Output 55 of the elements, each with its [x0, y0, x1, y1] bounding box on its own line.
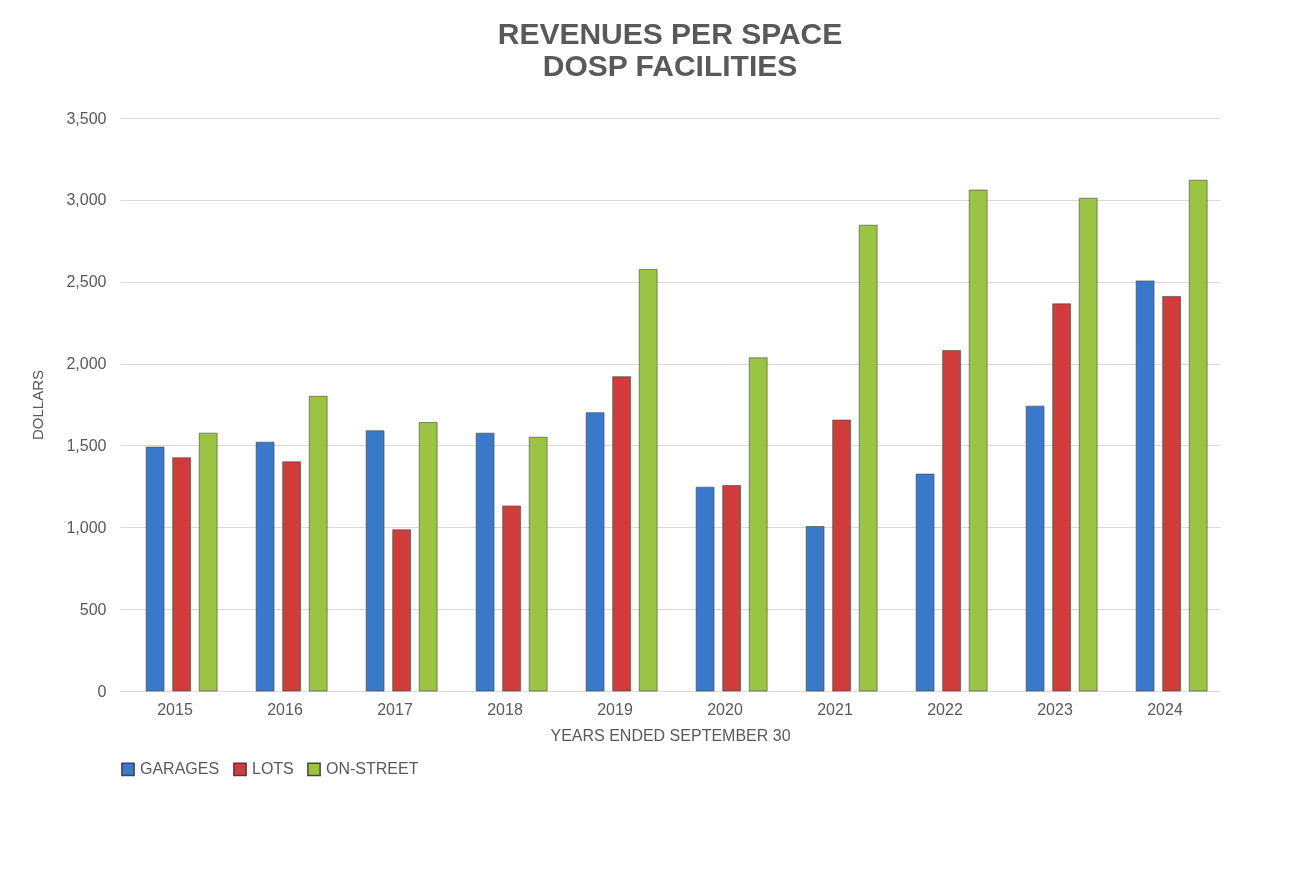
bar — [1025, 405, 1045, 692]
bar — [942, 350, 961, 692]
x-tick-label: 2017 — [377, 700, 413, 718]
text: REVENUES PER SPACE — [497, 17, 843, 50]
legend-label: GARAGES — [140, 760, 220, 778]
bar — [255, 441, 275, 692]
bar — [282, 461, 301, 692]
y-tick-label: 1,000 — [66, 518, 107, 536]
x-tick-label: 2020 — [707, 700, 743, 718]
y-axis-title: DOLLARS — [29, 369, 47, 441]
bar — [392, 529, 411, 692]
bar — [172, 457, 191, 692]
y-tick-label: 2,500 — [66, 273, 107, 291]
bar — [585, 412, 605, 692]
x-tick-label: 2018 — [487, 700, 523, 718]
text: DOSP FACILITIES — [542, 49, 798, 82]
x-tick-label: 2024 — [1147, 700, 1183, 718]
y-tick-label: 3,500 — [66, 109, 107, 127]
bar — [748, 357, 768, 692]
x-tick-label: 2023 — [1037, 700, 1073, 718]
x-tick-label: 2019 — [597, 700, 633, 718]
bar — [612, 376, 631, 692]
bar — [832, 419, 851, 692]
y-tick-label: 1,500 — [66, 436, 107, 454]
bar — [1188, 179, 1208, 692]
bar — [915, 473, 935, 692]
y-tick-label: 2,000 — [66, 355, 107, 373]
x-tick-label: 2015 — [157, 700, 193, 718]
bar — [722, 485, 741, 692]
bar — [1052, 303, 1071, 692]
legend-label: ON-STREET — [326, 760, 419, 778]
bar — [418, 422, 438, 692]
bar — [695, 486, 715, 692]
bar — [308, 396, 328, 692]
bar — [475, 432, 495, 692]
bar — [638, 269, 658, 692]
bar — [968, 189, 988, 692]
legend-label: LOTS — [252, 760, 294, 778]
bar — [502, 505, 521, 692]
bar — [1135, 280, 1155, 692]
bar — [365, 430, 385, 692]
bar — [1078, 197, 1098, 692]
x-tick-label: 2022 — [927, 700, 963, 718]
bar — [858, 224, 878, 692]
bar — [528, 436, 548, 692]
bar — [1162, 296, 1181, 692]
y-tick-label: 3,000 — [66, 191, 107, 209]
y-tick-label: 0 — [97, 682, 107, 700]
x-tick-label: 2016 — [267, 700, 303, 718]
x-tick-label: 2021 — [817, 700, 853, 718]
bar — [145, 446, 165, 692]
bar — [805, 526, 825, 692]
bar — [198, 432, 218, 692]
x-axis-title: YEARS ENDED SEPTEMBER 30 — [550, 726, 791, 744]
y-tick-label: 500 — [79, 600, 107, 618]
